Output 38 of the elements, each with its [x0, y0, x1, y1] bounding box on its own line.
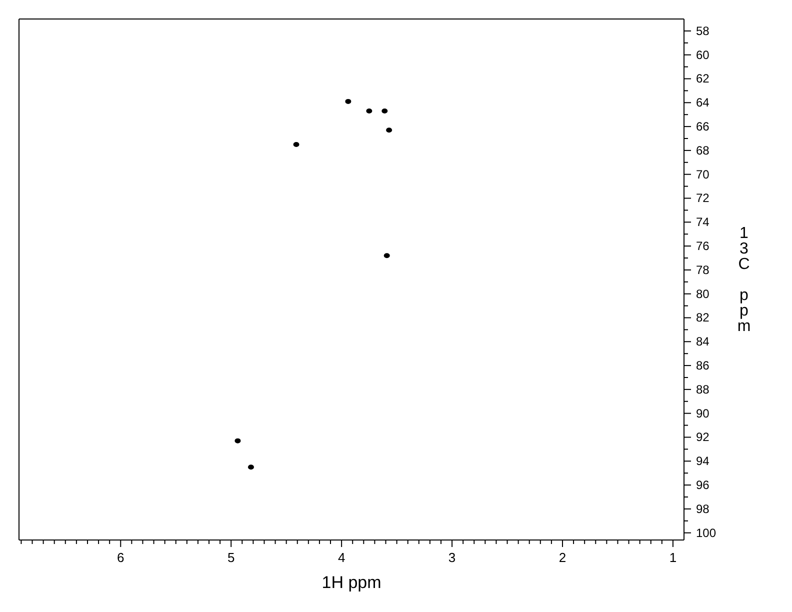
point — [345, 98, 352, 104]
y-tick-label: 88 — [696, 382, 710, 396]
y-tick-label: 62 — [696, 72, 710, 86]
point — [386, 128, 392, 133]
y-tick-label: 78 — [696, 262, 710, 277]
y-tick-label: 68 — [696, 143, 710, 158]
y-tick-label: 94 — [696, 454, 710, 468]
x-tick-label: 6 — [117, 550, 124, 565]
y-tick-label: 72 — [696, 191, 710, 206]
point — [366, 108, 372, 114]
point — [293, 142, 300, 147]
y-tick-label: 86 — [696, 358, 710, 373]
point — [382, 108, 388, 114]
x-tick-label: 3 — [448, 550, 456, 565]
y-tick-label: 70 — [696, 167, 710, 182]
x-tick-label: 2 — [558, 550, 566, 565]
x-tick-label: 1 — [669, 550, 677, 565]
y-tick-label: 82 — [696, 310, 710, 325]
y-tick-label: 98 — [696, 502, 710, 516]
y-tick-label: 66 — [696, 120, 710, 134]
y-tick-label: 64 — [696, 96, 710, 110]
x-tick-label: 4 — [338, 550, 346, 565]
y-tick-label: 100 — [696, 526, 716, 540]
y-tick-label: 92 — [696, 430, 710, 444]
point — [234, 438, 241, 444]
y-tick-label: 74 — [696, 215, 710, 230]
y-tick-label: 84 — [696, 334, 710, 349]
x-axis-title: 1H ppm — [322, 573, 382, 592]
y-tick-label: 60 — [696, 48, 710, 62]
point — [248, 464, 254, 470]
point — [384, 253, 390, 258]
x-tick-label: 5 — [227, 550, 235, 565]
y-tick-label: 90 — [696, 406, 710, 420]
y-tick-label: 80 — [696, 286, 710, 301]
y-tick-label: 58 — [696, 24, 710, 38]
y-axis-title: 13C ppm — [737, 225, 751, 335]
y-tick-label: 76 — [696, 239, 710, 254]
y-tick-label: 96 — [696, 478, 710, 492]
